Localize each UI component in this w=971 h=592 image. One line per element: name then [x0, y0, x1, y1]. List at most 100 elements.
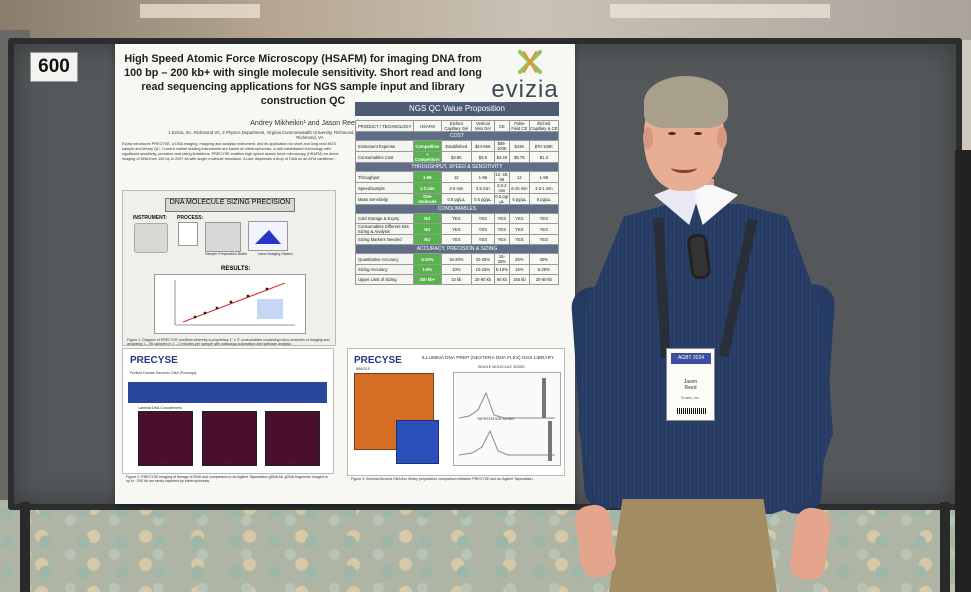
qc-value-cell: YES — [509, 213, 530, 224]
qc-value-cell: $44-65K — [471, 140, 495, 152]
qc-value-cell: YES — [493, 213, 511, 224]
qc-value-cell: < Competitors — [413, 151, 442, 163]
qc-value-cell: 15-20% — [440, 253, 473, 265]
qc-value-cell: NO — [413, 223, 442, 235]
qc-value-cell: 0.5 pg/µL — [493, 193, 511, 205]
qc-value-cell: 10-15% — [471, 264, 495, 275]
precyse-logo: PRECYSE — [130, 355, 178, 366]
instrument-label: INSTRUMENT: — [133, 215, 167, 221]
qc-value-cell: YES — [528, 234, 560, 245]
qc-section-row: COST — [355, 131, 559, 141]
name-badge: AGBT 2024 Jason Reed Evizia, Inc. — [666, 348, 715, 421]
qc-table-title: NGS QC Value Proposition — [355, 102, 559, 116]
qc-value-cell: $3.40 — [493, 151, 511, 163]
qc-row-label: Sizing Markers Needed — [354, 234, 415, 245]
qc-value-cell: 2-4 min — [440, 182, 473, 194]
qc-row-label: Cold Storage & Expiry — [354, 213, 415, 224]
qc-data-row: Instrument Expense Competitive Established… — [354, 140, 560, 152]
qc-value-cell: 1-96 — [413, 171, 442, 183]
qc-value-cell: YES — [471, 223, 495, 235]
qc-data-row: Consumables Different Kits Sizing & Anal… — [354, 223, 560, 235]
qc-value-cell: YES — [440, 234, 473, 245]
ceiling — [0, 0, 971, 40]
qc-value-cell: $6.75 — [509, 151, 530, 163]
qc-value-cell: 5-20% — [528, 264, 560, 275]
qc-value-cell: $43K — [509, 140, 530, 152]
qc-header-cell: HSAFM — [413, 120, 442, 132]
qc-header-cell: Vertical Mini Gel — [471, 120, 495, 132]
smile — [671, 162, 697, 173]
qc-value-cell: 0.5 pg/µL — [440, 193, 473, 205]
genomic-dna-caption: Purified Human Genomic DNA (Promega) — [130, 371, 197, 375]
qc-value-cell: YES — [528, 223, 560, 235]
poster-title: High Speed Atomic Force Microscopy (HSAF… — [124, 53, 482, 107]
qc-data-row: Consumables Cost < Competitors $3.86 $3.8 $3… — [354, 151, 560, 163]
precyse-left-panel: PRECYSE Purified Human Genomic DNA (Prom… — [122, 348, 334, 483]
qc-row-label: Mass Sensitivity — [354, 193, 415, 205]
qc-section-row: CONSUMABLES — [355, 204, 559, 214]
qc-row-label: Instrument Expense — [354, 140, 415, 152]
qc-data-row: Quantitative Accuracy 5-10% 15-20% 20-25% 15… — [354, 253, 560, 265]
qc-value-cell: 200 kb+ — [413, 274, 442, 285]
qc-value-cell: 12, 48, 96 — [493, 171, 511, 183]
dna-image-3 — [265, 411, 320, 466]
sample-tube-icon — [178, 222, 198, 246]
single-molecule-sizing-label: SINGLE MOLECULE SIZING — [478, 365, 525, 369]
qc-value-cell: One molecule — [413, 193, 442, 205]
qc-value-cell: 3.3-2 min — [493, 182, 511, 194]
qc-value-cell: 12 — [440, 171, 473, 183]
qc-row-label: Quantitative Accuracy — [354, 253, 415, 265]
qc-value-cell: YES — [471, 213, 495, 224]
poster-affiliation: 1 Evizia, Inc. Richmond VA, 2 Physics De… — [168, 130, 452, 140]
qc-value-cell: 1-96 — [528, 171, 560, 183]
figure-1-caption: Figure 1: Diagram of PRECYSE workflow wh… — [127, 338, 330, 346]
qc-value-cell: 15-30% — [493, 253, 511, 265]
dna-image-2 — [202, 411, 257, 466]
qc-value-cell: 10% — [440, 264, 473, 275]
left-ear — [643, 127, 653, 149]
qc-value-cell: 1-5% — [413, 264, 442, 275]
qc-row-label: Sizing Accuracy — [354, 264, 415, 275]
imaging-triangle-icon — [255, 230, 281, 244]
qc-data-row: Sizing Markers Needed NO YES YES YES YES YES — [354, 234, 560, 245]
qc-value-cell: YES — [440, 223, 473, 235]
qc-value-cell: YES — [440, 213, 473, 224]
research-poster: High Speed Atomic Force Microscopy (HSAF… — [115, 44, 575, 504]
evizia-logo-text: evizia — [491, 76, 559, 103]
qc-value-cell: 165 kb — [509, 274, 530, 285]
qc-value-cell: YES — [471, 234, 495, 245]
qc-row-label: Speed/sample — [354, 182, 415, 194]
presenter: AGBT 2024 Jason Reed Evizia, Inc. — [570, 76, 836, 592]
board-leg-right — [940, 502, 950, 592]
results-scatter-plot — [174, 280, 295, 326]
qc-section-row: ACCURACY, PRECISION & SIZING — [355, 244, 559, 254]
qc-value-cell: 25% — [509, 253, 530, 265]
badge-organization: Evizia, Inc. — [681, 396, 700, 400]
dna-image-1-label: 48 kb — [160, 461, 169, 465]
qc-value-cell: $1.3 — [528, 151, 560, 163]
qc-value-cell: 5 pg/µL — [509, 193, 530, 205]
qc-value-cell: 5-10% — [413, 253, 442, 265]
qc-row-label: Upper Limit of Sizing — [354, 274, 415, 285]
qc-value-cell: YES — [528, 213, 560, 224]
illumina-title: ILLUMINA DNA PREP (NEXTERA DNA FLEX) NGS… — [421, 356, 555, 361]
tapestation-label: TAPESTATION SIZING — [477, 417, 515, 421]
dna-image-1 — [138, 411, 193, 466]
figure-2-caption: Figure 2: PRECYSE imaging of lineage of … — [126, 475, 328, 483]
qc-data-row: Throughput 1-96 12 1-96 12, 48, 96 12 1-96 — [354, 171, 560, 183]
evizia-logo: evizia — [481, 48, 569, 106]
badge-barcode — [677, 408, 706, 414]
qc-value-cell: NO — [413, 234, 442, 245]
right-ear — [717, 127, 727, 149]
qc-value-cell: YES — [509, 234, 530, 245]
qc-data-row: Mass Sensitivity One molecule 0.5 pg/µL 0.5… — [354, 193, 560, 205]
qc-value-cell: 1-96 — [471, 171, 495, 183]
instrument-caption: Sample Preparation Buffer — [205, 252, 248, 256]
imaging-station-icon — [248, 221, 288, 251]
qc-value-cell: 20-25% — [471, 253, 495, 265]
qc-value-cell: Established — [440, 140, 473, 152]
qc-data-row: Speed/sample 1-2 min 2-4 min 3.5 min 3.3-2 m… — [354, 182, 560, 194]
qc-data-row: Cold Storage & Expiry NO YES YES YES YES YES — [354, 213, 560, 224]
qc-value-cell: 6-15 min — [509, 182, 530, 194]
